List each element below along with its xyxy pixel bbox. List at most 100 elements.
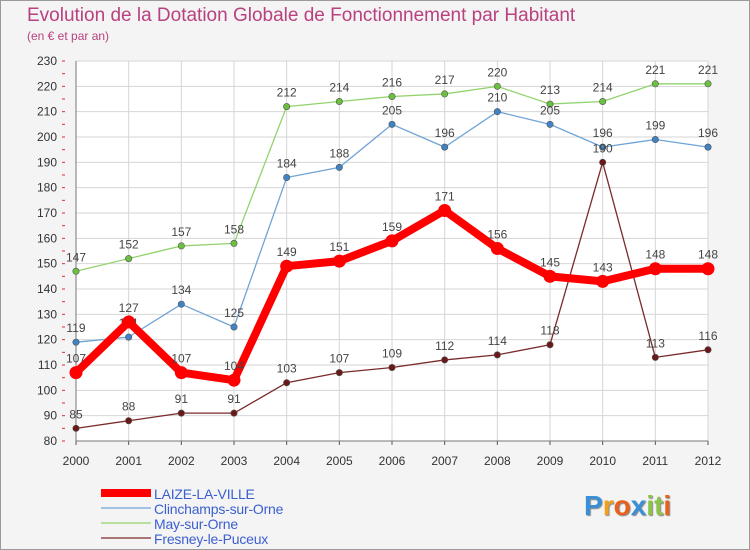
data-point [493, 351, 501, 359]
chart-subtitle: (en € et par an) [27, 29, 110, 43]
data-label: 148 [645, 248, 665, 262]
data-label: 214 [593, 81, 613, 95]
data-label: 214 [329, 81, 349, 95]
data-point [493, 108, 501, 116]
data-point [599, 98, 607, 106]
data-label: 217 [435, 73, 455, 87]
data-label: 196 [593, 126, 613, 140]
data-label: 91 [227, 392, 241, 406]
y-tick-label: 220 [37, 79, 57, 93]
data-point [704, 346, 712, 354]
logo-letter: P [584, 490, 603, 521]
legend-item: Clinchamps-sur-Orne [101, 500, 284, 517]
data-point [388, 120, 396, 128]
y-tick-label: 210 [37, 105, 57, 119]
data-label: 221 [645, 63, 665, 77]
data-label: 114 [488, 334, 507, 348]
data-label: 88 [122, 400, 136, 414]
y-tick-label: 150 [37, 257, 57, 271]
chart-title: Evolution de la Dotation Globale de Fonc… [27, 5, 576, 26]
data-label: 112 [435, 339, 454, 353]
data-point [599, 143, 607, 151]
x-tick-label: 2004 [273, 454, 300, 468]
x-tick-label: 2011 [642, 454, 668, 468]
data-label: 213 [540, 83, 560, 97]
logo-letter: r [602, 490, 614, 521]
x-tick-label: 2009 [537, 454, 564, 468]
data-point [227, 373, 241, 387]
data-point [177, 409, 185, 417]
data-label: 210 [487, 91, 507, 105]
logo-letter: t [654, 490, 664, 521]
x-tick-label: 2007 [431, 454, 458, 468]
data-point [174, 366, 188, 380]
series-Clinchamps-sur-Orne: 119121134125184188205196210205196199196 [66, 91, 718, 346]
data-point [651, 353, 659, 361]
data-point [335, 98, 343, 106]
data-point [125, 417, 133, 425]
data-point [335, 163, 343, 171]
data-label: 85 [69, 407, 83, 421]
data-point [704, 80, 712, 88]
data-point [546, 120, 554, 128]
data-point [283, 174, 291, 182]
y-tick-label: 140 [37, 282, 57, 296]
y-tick-label: 110 [38, 358, 57, 372]
series-May-sur-Orne: 147 152 157 158 212 214 216 217 220 213 214 221 221 [66, 63, 718, 275]
legend-item: May-sur-Orne [101, 516, 238, 532]
data-point [125, 333, 133, 341]
x-tick-label: 2003 [221, 454, 248, 468]
data-point [72, 424, 80, 432]
data-point [72, 338, 80, 346]
data-point [701, 262, 715, 276]
y-tick-label: 190 [37, 155, 57, 169]
data-label: 104 [224, 359, 244, 373]
proxiti-logo: Proxiti [584, 490, 671, 522]
data-label: 107 [329, 352, 349, 366]
data-point [546, 341, 554, 349]
x-tick-label: 2008 [484, 454, 511, 468]
data-label: 212 [277, 86, 297, 100]
data-point [648, 262, 662, 276]
data-point [651, 80, 659, 88]
data-label: 184 [277, 157, 297, 171]
legend-label: Clinchamps-sur-Orne [154, 500, 284, 517]
data-label: 148 [698, 248, 718, 262]
y-tick-label: 230 [37, 54, 57, 68]
data-label: 109 [382, 347, 402, 361]
legend-item: LAIZE-LA-VILLE [101, 486, 255, 502]
data-point [493, 82, 501, 90]
legend-swatch [101, 489, 151, 497]
data-point [230, 409, 238, 417]
y-tick-label: 160 [37, 231, 57, 245]
data-point [546, 100, 554, 108]
data-label: 156 [487, 227, 507, 241]
data-point [335, 369, 343, 377]
legend-swatch [101, 537, 151, 539]
data-label: 159 [382, 220, 402, 234]
data-point [704, 143, 712, 151]
logo-letter: x [630, 490, 647, 521]
data-label: 118 [540, 324, 559, 338]
logo-letter: o [613, 490, 631, 521]
data-label: 199 [645, 119, 665, 133]
data-label: 147 [66, 250, 86, 264]
x-tick-label: 2006 [379, 454, 406, 468]
data-label: 149 [277, 245, 297, 259]
data-label: 220 [487, 65, 507, 79]
x-tick-label: 2012 [695, 454, 722, 468]
data-label: 116 [698, 329, 717, 343]
data-label: 125 [224, 306, 244, 320]
data-point [441, 90, 449, 98]
data-point [385, 234, 399, 248]
logo-letter: i [663, 490, 672, 521]
data-label: 107 [66, 352, 86, 366]
legend-label: Fresney-le-Puceux [154, 530, 269, 547]
data-label: 91 [175, 392, 189, 406]
data-point [438, 203, 452, 217]
data-label: 171 [435, 189, 455, 203]
data-point [332, 254, 346, 268]
legend-swatch [101, 507, 151, 509]
x-tick-label: 2001 [115, 454, 142, 468]
series-Fresney-le-Puceux: 85 88 91 91 103 107 109 112 114 118 190 113 116 [69, 141, 718, 432]
